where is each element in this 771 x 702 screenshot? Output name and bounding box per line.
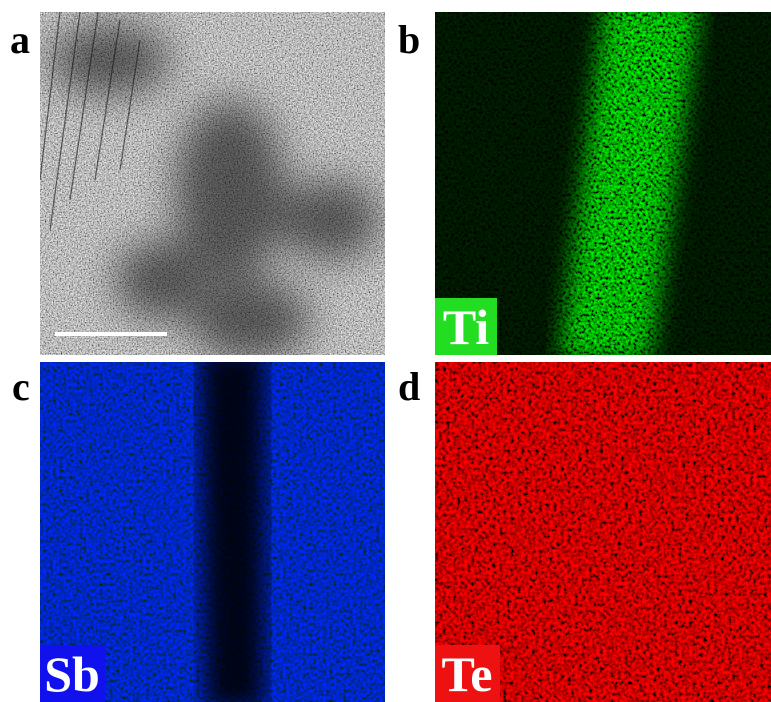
panel-letter: d <box>398 364 420 409</box>
panel-a-image <box>40 12 385 355</box>
panel-letter: b <box>398 17 420 62</box>
element-label: Te <box>442 646 493 702</box>
element-label: Sb <box>44 646 100 702</box>
panel-c-image <box>40 362 385 702</box>
panel-letter: a <box>10 17 30 62</box>
panel-letter: c <box>12 364 30 409</box>
element-badge <box>435 645 500 702</box>
element-badge <box>40 645 105 702</box>
element-label: Ti <box>443 299 489 355</box>
element-badge <box>435 298 497 355</box>
panel-b-image <box>435 12 771 355</box>
